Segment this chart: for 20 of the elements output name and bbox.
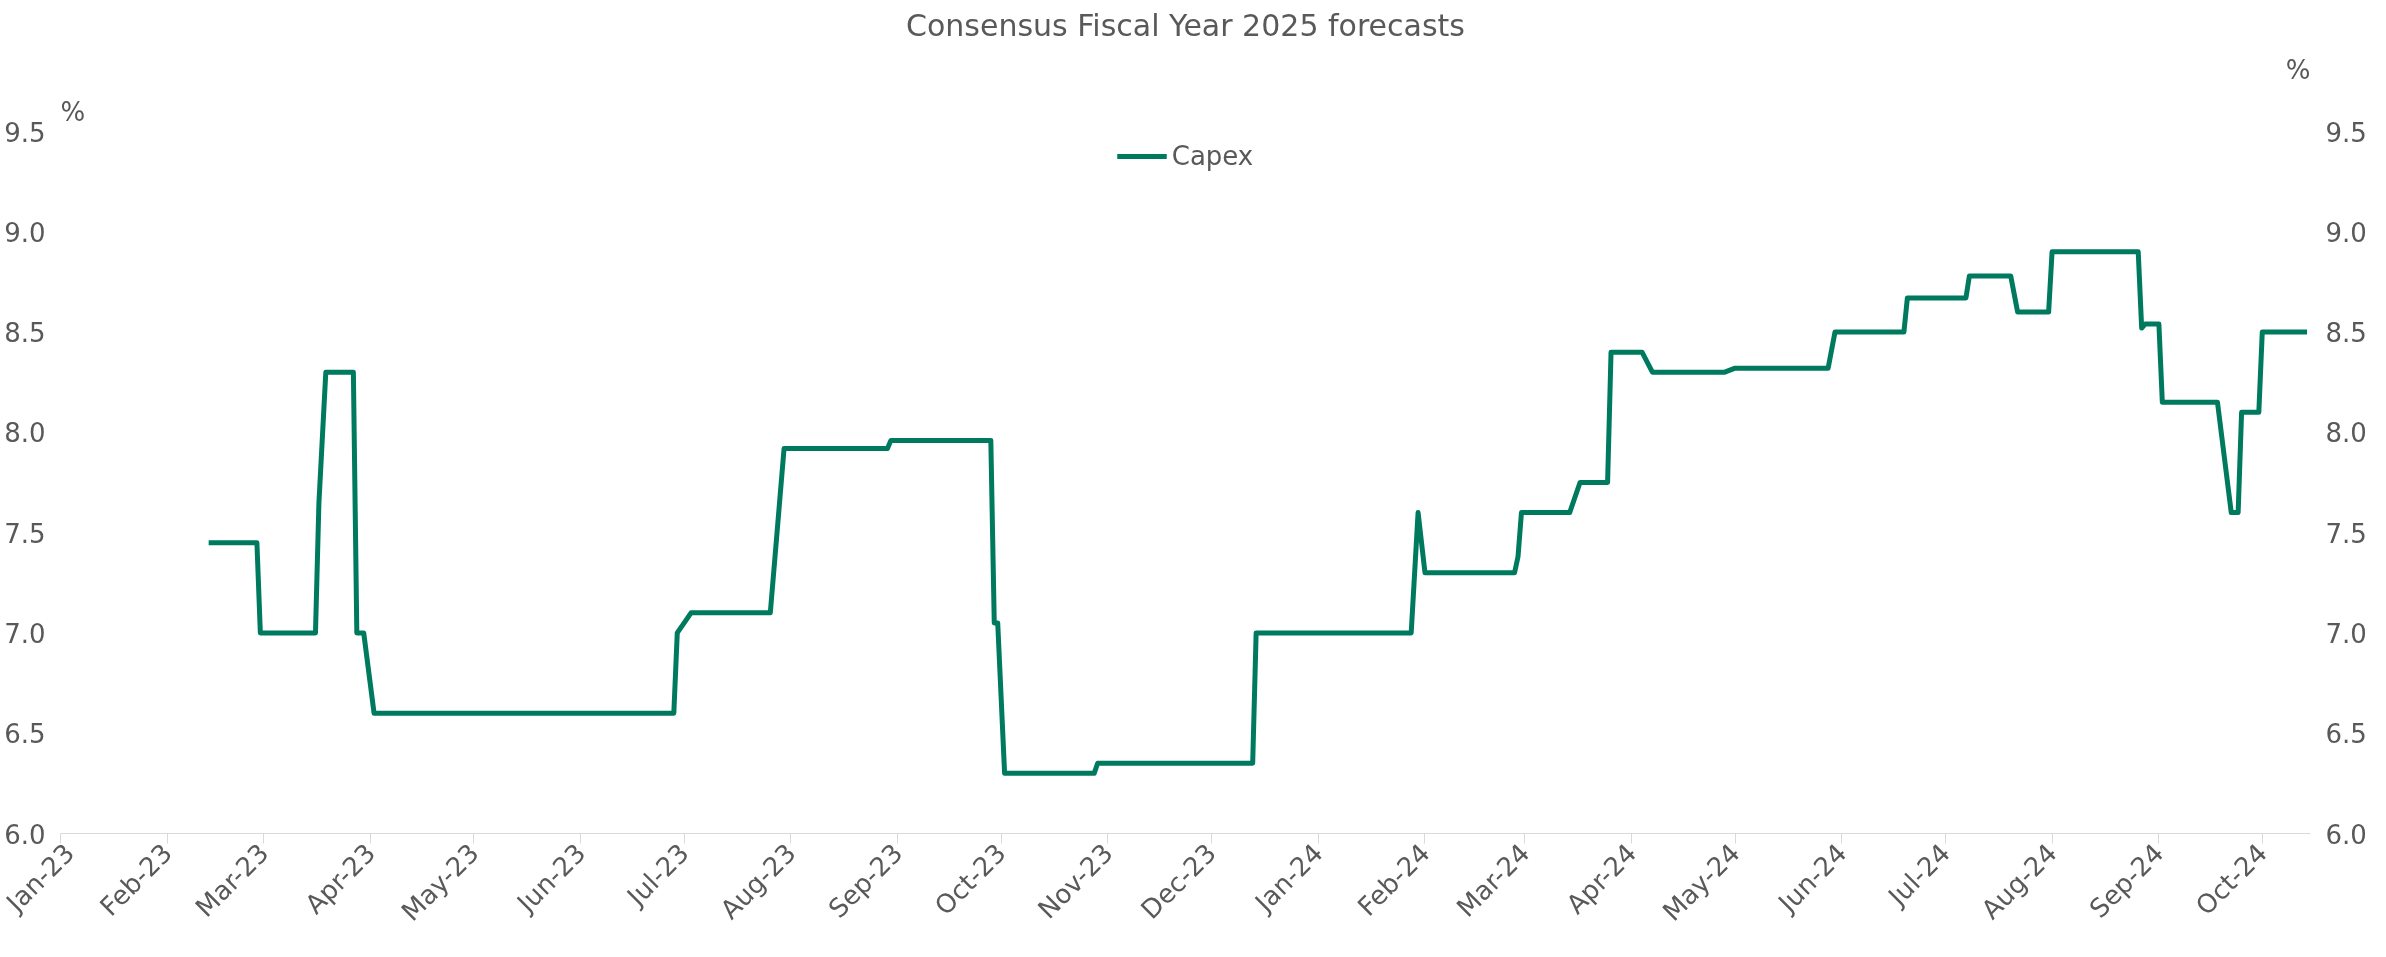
y2-tick-label: 8.0 [2325, 418, 2367, 449]
y2-tick-label: 6.0 [2325, 819, 2367, 850]
legend-label: Capex [1171, 141, 1254, 171]
y-tick-label: 7.0 [4, 618, 46, 649]
y2-tick-label: 8.5 [2325, 318, 2367, 349]
y-tick-label: 9.0 [4, 217, 46, 248]
chart-title: Consensus Fiscal Year 2025 forecasts [906, 7, 1465, 43]
y2-tick-label: 7.5 [2325, 518, 2367, 549]
y-tick-label: 6.5 [4, 719, 46, 750]
y2-tick-label: 6.5 [2325, 719, 2367, 750]
y2-axis-title: % [2285, 54, 2311, 85]
y-axis-title: % [60, 96, 86, 127]
y-tick-label: 8.0 [4, 418, 46, 449]
y-tick-label: 7.5 [4, 518, 46, 549]
y-tick-label: 6.0 [4, 819, 46, 850]
y-tick-label: 8.5 [4, 318, 46, 349]
y2-tick-label: 7.0 [2325, 618, 2367, 649]
y-tick-label: 9.5 [4, 117, 46, 148]
y2-tick-label: 9.5 [2325, 117, 2367, 148]
y2-tick-label: 9.0 [2325, 217, 2367, 248]
